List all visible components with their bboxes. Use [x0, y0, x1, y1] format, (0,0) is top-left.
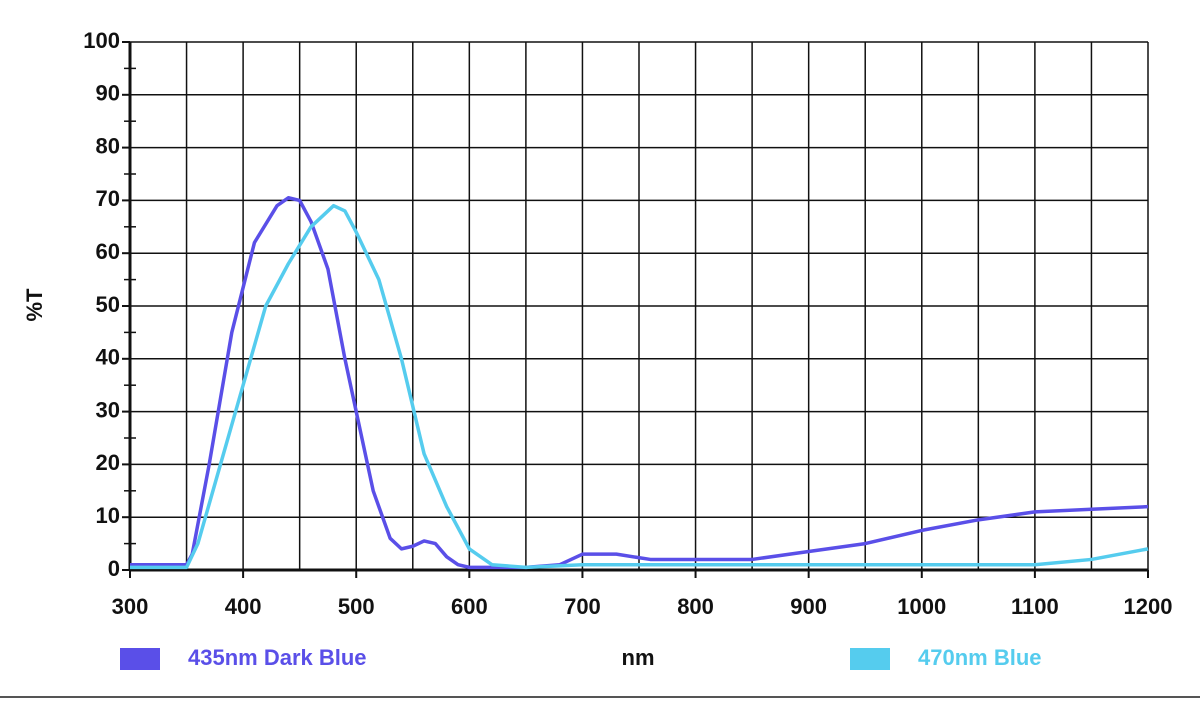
- y-tick-label: 30: [96, 397, 120, 422]
- y-tick-label: 20: [96, 450, 120, 475]
- x-tick-label: 400: [225, 594, 262, 619]
- y-tick-label: 10: [96, 503, 120, 528]
- y-axis-label: %T: [22, 288, 47, 322]
- y-tick-label: 70: [96, 186, 120, 211]
- y-tick-label: 90: [96, 81, 120, 106]
- y-tick-label: 60: [96, 239, 120, 264]
- legend-label: 470nm Blue: [918, 645, 1042, 670]
- x-tick-label: 900: [790, 594, 827, 619]
- legend-swatch: [120, 648, 160, 670]
- x-tick-label: 700: [564, 594, 601, 619]
- x-tick-label: 600: [451, 594, 488, 619]
- x-tick-label: 500: [338, 594, 375, 619]
- y-tick-label: 100: [83, 28, 120, 53]
- x-tick-label: 800: [677, 594, 714, 619]
- y-tick-label: 40: [96, 345, 120, 370]
- x-tick-label: 1000: [897, 594, 946, 619]
- legend-swatch: [850, 648, 890, 670]
- x-axis-label: nm: [622, 645, 655, 670]
- y-tick-label: 0: [108, 556, 120, 581]
- x-tick-label: 1100: [1011, 594, 1059, 619]
- x-tick-label: 300: [112, 594, 149, 619]
- series-line: [130, 203, 1149, 570]
- y-tick-label: 50: [96, 292, 120, 317]
- y-tick-label: 80: [96, 133, 120, 158]
- x-tick-label: 1200: [1124, 594, 1173, 619]
- legend-label: 435nm Dark Blue: [188, 645, 367, 670]
- series-line: [130, 196, 1149, 570]
